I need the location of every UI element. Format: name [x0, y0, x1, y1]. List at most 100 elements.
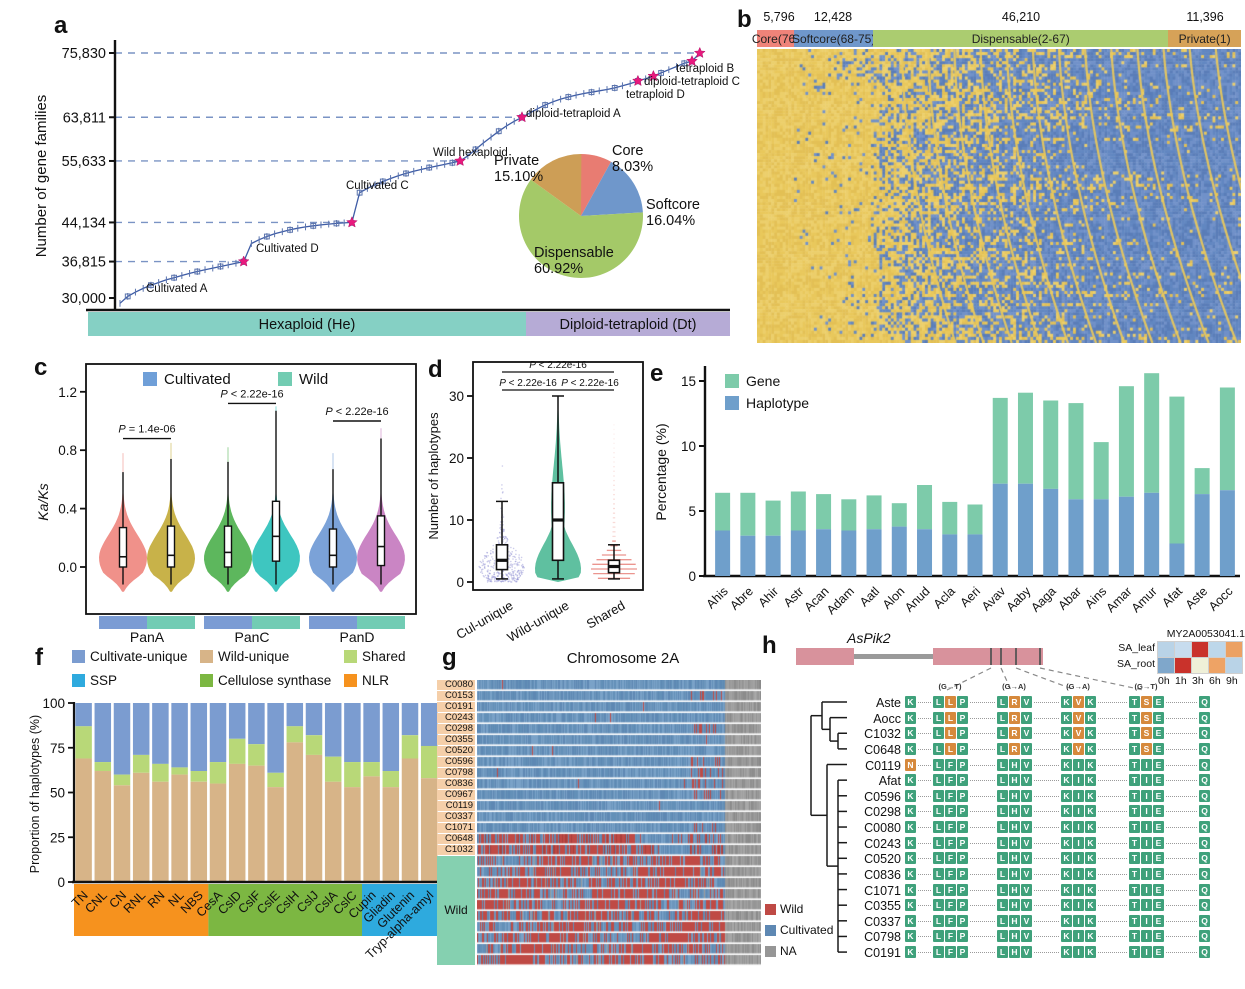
residue-cell: V	[1021, 774, 1032, 787]
residue-cell: P	[957, 930, 968, 943]
panel-c-kaks-violins: c 0.0 0.4 0.8 1.2 Ka/Ks Cultivated Wild P = 1.4…	[28, 352, 425, 645]
sequence-gap-dots	[1166, 827, 1197, 829]
residue-cell: K	[1085, 742, 1096, 755]
residue-cell: E	[1153, 821, 1164, 834]
sequence-gap-dots	[1034, 717, 1059, 719]
svg-text:Aaga: Aaga	[1028, 584, 1059, 615]
residue-cell: K	[905, 711, 916, 724]
panel-e-percentage-bars: e 0 5 10 15 Percentage (%) Ahis Abre Ahir Astr Ac…	[650, 352, 1245, 644]
svg-text:P < 2.22e-16: P < 2.22e-16	[529, 360, 587, 371]
residue-cell: K	[1061, 742, 1072, 755]
svg-text:Aste: Aste	[1183, 584, 1211, 612]
residue-cell: L	[933, 914, 944, 927]
svg-text:75: 75	[50, 741, 65, 756]
residue-cell: R	[1009, 742, 1020, 755]
category-segment: Core(76)	[751, 30, 800, 47]
svg-text:PanC: PanC	[234, 629, 269, 644]
sequence-gap-dots	[918, 920, 931, 922]
svg-text:Cultivated D: Cultivated D	[256, 243, 319, 255]
residue-cell: T	[1129, 946, 1140, 959]
sequence-gap-dots	[1034, 920, 1059, 922]
residue-cell: K	[1061, 774, 1072, 787]
alignment-row: C0080 K L F P L H V K I K T I E Q	[755, 821, 1245, 835]
residue-cell: Q	[1199, 727, 1210, 740]
svg-text:diploid-tetraploid C: diploid-tetraploid C	[644, 76, 740, 88]
svg-text:Wild-unique: Wild-unique	[218, 649, 289, 664]
residue-cell: Q	[1199, 836, 1210, 849]
gene-haplotype-stacked-bars: 0 5 10 15 Percentage (%) Ahis Abre Ahir Astr Acan…	[650, 352, 1245, 649]
residue-cell: V	[1021, 696, 1032, 708]
accession-label: C0798	[437, 768, 475, 778]
residue-cell: Q	[1199, 899, 1210, 912]
wild-group-label: Wild	[437, 856, 475, 965]
sequence-gap-dots	[1034, 842, 1059, 844]
residue-cell: I	[1073, 821, 1084, 834]
residue-cell: I	[1073, 805, 1084, 818]
sequence-gap-dots	[970, 811, 995, 813]
residue-cell: L	[933, 742, 944, 755]
svg-text:NLR: NLR	[362, 673, 389, 688]
residue-cell: E	[1153, 711, 1164, 724]
expression-cell	[1225, 657, 1243, 674]
residue-cell: T	[1129, 914, 1140, 927]
residue-cell: K	[905, 883, 916, 896]
residue-cell: K	[905, 867, 916, 880]
legend-swatch	[765, 924, 776, 936]
residue-cell: L	[997, 789, 1008, 802]
svg-text:P < 2.22e-16: P < 2.22e-16	[220, 388, 283, 400]
residue-cell: L	[945, 711, 956, 724]
residue-cell: E	[1153, 836, 1164, 849]
svg-text:60.92%: 60.92%	[534, 261, 583, 277]
residue-cell: L	[997, 836, 1008, 849]
timepoint-label: 0h	[1158, 675, 1170, 687]
svg-text:20: 20	[449, 451, 464, 466]
residue-cell: Q	[1199, 883, 1210, 896]
residue-cell: L	[933, 711, 944, 724]
svg-text:10: 10	[449, 513, 464, 528]
panel-d-haplotype-violins: d 0 10 20 30 Number of haplotypes P < 2.22e-1…	[425, 350, 651, 648]
accession-label: C0520	[437, 746, 475, 756]
residue-cell: F	[945, 883, 956, 896]
svg-text:Wild hexaploid: Wild hexaploid	[433, 147, 508, 159]
sequence-gap-dots	[1098, 827, 1127, 829]
residue-cell: K	[905, 774, 916, 787]
residue-cell: V	[1021, 727, 1032, 740]
residue-cell: L	[933, 836, 944, 849]
residue-cell: L	[933, 805, 944, 818]
svg-text:Proportion of haplotypes (%): Proportion of haplotypes (%)	[28, 715, 42, 873]
residue-cell: K	[1085, 821, 1096, 834]
sequence-gap-dots	[918, 795, 931, 797]
residue-cell: H	[1009, 805, 1020, 818]
residue-cell: K	[1085, 758, 1096, 771]
residue-cell: K	[1061, 883, 1072, 896]
residue-cell: P	[957, 742, 968, 755]
residue-cell: K	[1061, 711, 1072, 724]
residue-cell: I	[1141, 789, 1152, 802]
svg-text:5: 5	[688, 504, 696, 519]
svg-text:Haplotype: Haplotype	[746, 395, 809, 411]
residue-cell: V	[1021, 758, 1032, 771]
category-segment: Softcore(68-75)	[791, 30, 876, 47]
svg-text:Dispensable: Dispensable	[534, 245, 614, 261]
residue-cell: T	[1129, 867, 1140, 880]
sequence-gap-dots	[1166, 795, 1197, 797]
residue-cell: Q	[1199, 930, 1210, 943]
residue-cell: S	[1141, 742, 1152, 755]
sequence-gap-dots	[1034, 748, 1059, 750]
expression-cell	[1174, 657, 1192, 674]
residue-cell: K	[1085, 727, 1096, 740]
residue-cell: P	[957, 899, 968, 912]
svg-text:50: 50	[50, 786, 65, 801]
residue-cell: F	[945, 914, 956, 927]
alignment-row: C0596 K L F P L H V K I K T I E Q	[755, 789, 1245, 804]
residue-cell: L	[997, 899, 1008, 912]
residue-cell: I	[1141, 883, 1152, 896]
panel-f-label: f	[35, 644, 43, 671]
taxon-name: C0337	[864, 914, 901, 929]
svg-text:55,633: 55,633	[62, 154, 106, 170]
gene-model-and-tree	[755, 628, 1245, 989]
svg-text:Cultivated C: Cultivated C	[346, 180, 409, 192]
residue-cell: T	[1129, 742, 1140, 755]
sequence-gap-dots	[1098, 702, 1127, 703]
residue-cell: P	[957, 774, 968, 787]
